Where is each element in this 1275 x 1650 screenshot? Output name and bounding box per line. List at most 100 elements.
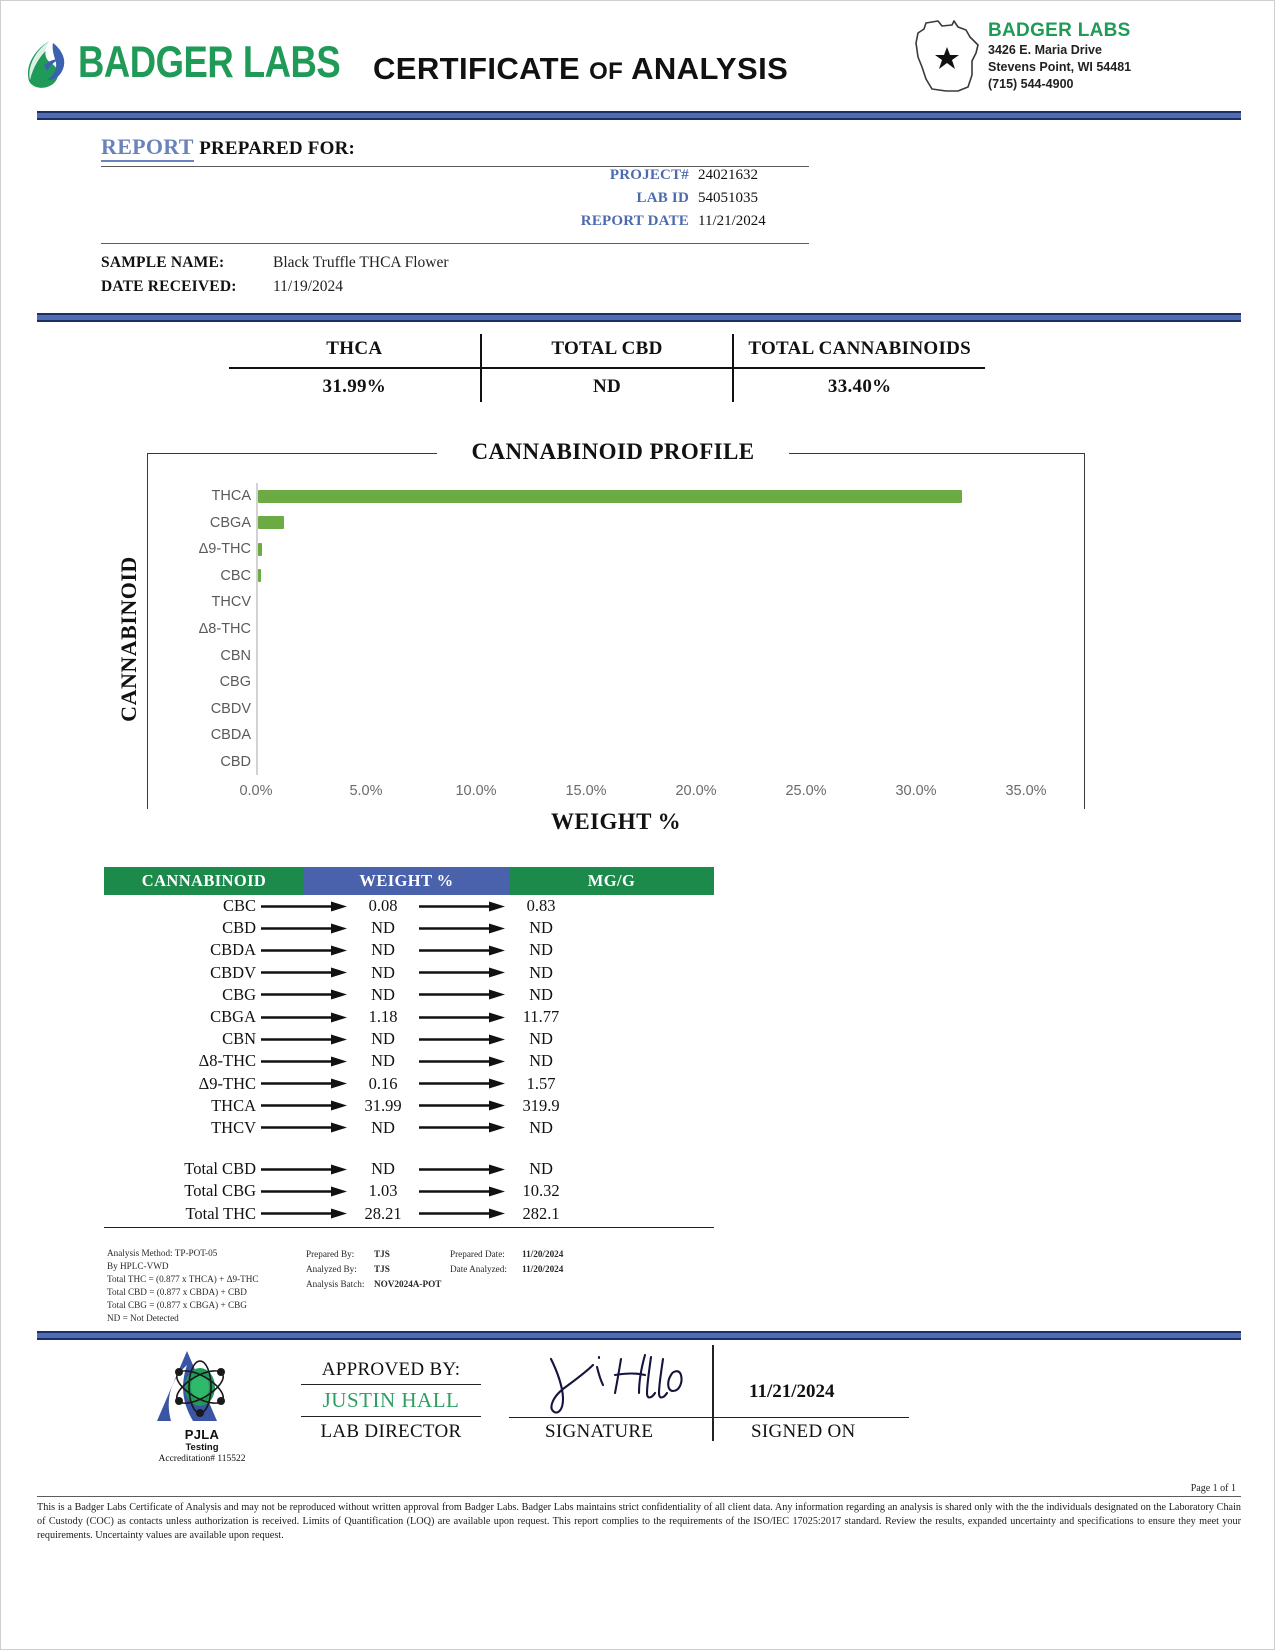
note-key: Analyzed By: [306, 1263, 357, 1274]
arrow-icon [261, 1012, 347, 1023]
table-row: CBDA ND ND [104, 939, 714, 961]
analyte-name: CBC [222, 896, 256, 916]
weight-percent-value: ND [371, 1159, 395, 1179]
address-street: 3426 E. Maria Drive [988, 42, 1102, 57]
mgg-value: ND [529, 1117, 553, 1137]
results-header-weight-pct: WEIGHT % [304, 867, 509, 895]
chart-bar-row [258, 669, 1028, 696]
weight-percent-value: 0.16 [368, 1073, 398, 1093]
signature-divider [712, 1345, 714, 1441]
chart-y-tick-label: CBC [220, 567, 251, 584]
date-received-label: DATE RECEIVED: [101, 278, 237, 296]
chart-bar-row [258, 616, 1028, 643]
report-prepared-for-heading: REPORT PREPARED FOR: [101, 134, 355, 162]
arrow-icon [419, 1186, 505, 1197]
summary-value-row: 31.99% ND 33.40% [229, 369, 985, 402]
weight-percent-value: ND [371, 962, 395, 982]
note-value-2: 11/20/2024 [522, 1263, 564, 1274]
lab-address-block: BADGER LABS 3426 E. Maria Drive Stevens … [988, 20, 1188, 93]
note-key: Analysis Batch: [306, 1278, 365, 1289]
meta-label: PROJECT# [609, 167, 689, 183]
chart-y-tick-label: CBDA [210, 727, 251, 744]
note-line: Total CBG = (0.877 x CBGA) + CBG [107, 1300, 247, 1311]
note-pair-row: Prepared By: TJS Prepared Date: 11/20/2024 [306, 1247, 563, 1262]
date-received-row: DATE RECEIVED: 11/19/2024 [101, 275, 449, 299]
summary-table: THCA TOTAL CBD TOTAL CANNABINOIDS 31.99%… [229, 334, 985, 402]
table-total-row: Total THC 28.21 282.1 [104, 1202, 714, 1224]
note-line: Analysis Method: TP-POT-05 [107, 1248, 218, 1258]
summary-rule [229, 367, 985, 369]
sample-name-label: SAMPLE NAME: [101, 254, 225, 271]
analyte-name: CBG [222, 984, 256, 1004]
badger-leaf-icon [23, 37, 69, 89]
mgg-value: 10.32 [522, 1181, 560, 1201]
disclaimer-rule [37, 1496, 1241, 1497]
table-row: CBG ND ND [104, 984, 714, 1006]
table-total-row: Total CBD ND ND [104, 1158, 714, 1180]
chart-x-axis-title: WEIGHT % [147, 809, 1085, 835]
chart-bar [258, 542, 262, 556]
chart-x-tick-label: 5.0% [349, 783, 383, 799]
chart-y-axis-title: CANNABINOID [116, 556, 141, 722]
analyte-name: Total CBD [184, 1159, 256, 1179]
chart-x-tick-label: 30.0% [895, 783, 937, 799]
mgg-value: 0.83 [526, 896, 556, 916]
arrow-to-weight [256, 923, 352, 934]
arrow-to-weight [256, 1186, 352, 1197]
chart-y-tick-label: CBDV [210, 700, 251, 717]
meta-value: 54051035 [698, 189, 758, 206]
badger-labs-logo: BADGER LABS [23, 37, 351, 89]
meta-label: LAB ID [636, 189, 689, 206]
arrow-icon [419, 1100, 505, 1111]
arrow-icon [261, 1034, 347, 1045]
results-totals-rows: Total CBD ND ND Total CBG 1.03 10.32 Total THC… [104, 1158, 714, 1225]
meta-row: PROJECT# 24021632 [431, 164, 806, 187]
analyte-name: Δ8-THC [198, 1051, 256, 1071]
arrow-to-weight [256, 945, 352, 956]
arrow-icon [419, 945, 505, 956]
weight-percent-value: ND [371, 984, 395, 1004]
address-phone: (715) 544-4900 [988, 76, 1074, 91]
weight-percent-value: ND [371, 1117, 395, 1137]
signature-baseline [509, 1417, 909, 1418]
arrow-to-weight [256, 1122, 352, 1133]
pjla-name: PJLA [184, 1427, 220, 1442]
analysis-method-notes: Analysis Method: TP-POT-05 By HPLC-VWD Tot… [107, 1247, 259, 1325]
results-header-row: CANNABINOID WEIGHT % MG/G [104, 867, 714, 895]
chart-y-tick-label: Δ9-THC [198, 541, 251, 558]
arrow-to-mgg [414, 967, 510, 978]
signature-image [541, 1341, 701, 1424]
weight-percent-value: ND [371, 1051, 395, 1071]
mgg-value: 1.57 [526, 1073, 556, 1093]
table-row: THCV ND ND [104, 1117, 714, 1139]
analyte-name: Δ9-THC [198, 1073, 256, 1093]
chart-y-tick-label: THCA [211, 488, 251, 505]
arrow-icon [261, 1122, 347, 1133]
title-analysis: ANALYSIS [631, 51, 789, 86]
page-title: CERTIFICATE OF ANALYSIS [373, 51, 788, 87]
mgg-value: 11.77 [522, 1007, 560, 1027]
chart-x-tick-label: 0.0% [239, 783, 273, 799]
arrow-to-weight [256, 1078, 352, 1089]
note-line: Total CBD = (0.877 x CBDA) + CBD [107, 1287, 247, 1298]
cannabinoid-results-table: CANNABINOID WEIGHT % MG/G CBC 0.08 0.83 CBD… [104, 867, 714, 1228]
analyte-name: Total CBG [184, 1181, 256, 1201]
arrow-to-mgg [414, 901, 510, 912]
weight-percent-value: 0.08 [368, 896, 398, 916]
chart-y-axis-line [256, 483, 258, 775]
pjla-subtitle: Testing [185, 1442, 219, 1453]
title-of: OF [589, 58, 624, 85]
pjla-accreditation-number: Accreditation# 115522 [158, 1454, 246, 1464]
chart-title: CANNABINOID PROFILE [437, 439, 789, 465]
note-line: ND = Not Detected [107, 1313, 179, 1324]
chart-bar-row [258, 589, 1028, 616]
arrow-to-mgg [414, 945, 510, 956]
arrow-icon [261, 1100, 347, 1111]
weight-percent-value: 1.18 [368, 1007, 398, 1027]
arrow-icon [261, 1186, 347, 1197]
chart-y-tick-label: CBN [220, 647, 251, 664]
note-line: By HPLC-VWD [107, 1261, 169, 1272]
results-header-cannabinoid: CANNABINOID [104, 867, 304, 895]
title-certificate: CERTIFICATE [373, 51, 581, 86]
arrow-to-weight [256, 1012, 352, 1023]
